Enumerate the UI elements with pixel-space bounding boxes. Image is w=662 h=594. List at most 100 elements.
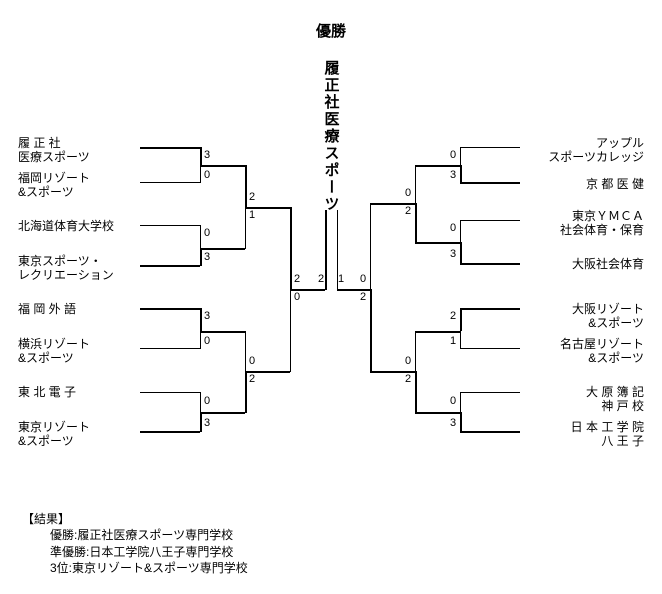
bracket-line [415, 331, 461, 333]
bracket-line [370, 289, 372, 372]
bracket-line [200, 331, 201, 349]
bracket-line [460, 392, 461, 412]
score: 0 [204, 395, 210, 407]
score: 0 [294, 291, 300, 303]
score: 0 [450, 395, 456, 407]
bracket-line [290, 207, 292, 289]
score: 3 [204, 149, 210, 161]
title-winner-vertical: 履正社医療スポーツ [321, 60, 342, 213]
bracket-line [200, 225, 201, 248]
team-l4: 東京スポーツ・レクリエーション [18, 255, 138, 283]
bracket-line [245, 165, 247, 207]
score: 0 [204, 169, 210, 181]
team-r1: アップルスポーツカレッジ [524, 137, 644, 165]
team-r2: 京 都 医 健 [524, 178, 644, 192]
bracket-line [415, 412, 461, 414]
team-l1: 履 正 社医療スポーツ [18, 137, 138, 165]
score: 2 [405, 205, 411, 217]
bracket-line [140, 225, 200, 226]
score: 1 [338, 273, 344, 285]
team-l7: 東 北 電 子 [18, 386, 138, 400]
score: 0 [405, 355, 411, 367]
score: 3 [204, 251, 210, 263]
score: 1 [450, 335, 456, 347]
bracket-line [200, 248, 202, 266]
bracket-line [245, 331, 246, 371]
score: 0 [360, 273, 366, 285]
bracket-line [370, 203, 371, 289]
bracket-line [460, 308, 462, 331]
bracket-line [140, 308, 200, 310]
score: 0 [204, 227, 210, 239]
results-line-1: 優勝:履正社医療スポーツ専門学校 [50, 527, 248, 543]
bracket-line [200, 165, 201, 183]
bracket-line [200, 248, 245, 250]
score: 3 [450, 169, 456, 181]
score: 2 [450, 310, 456, 322]
bracket-line [325, 210, 327, 290]
bracket-line [460, 242, 462, 264]
score: 0 [405, 187, 411, 199]
bracket-line [245, 371, 247, 413]
title-yusho: 優勝 [316, 20, 346, 41]
team-l2: 福岡リゾート&スポーツ [18, 172, 138, 200]
bracket-line [415, 331, 416, 371]
bracket-line [140, 392, 200, 393]
bracket-line [140, 147, 200, 149]
score: 2 [318, 273, 324, 285]
score: 2 [294, 273, 300, 285]
results-line-2: 準優勝:日本工学院八王子専門学校 [50, 544, 248, 560]
bracket-line [200, 308, 202, 331]
bracket-line [200, 165, 245, 167]
bracket-line [415, 242, 461, 244]
bracket-line [460, 431, 520, 433]
bracket-line [200, 392, 201, 412]
bracket-line [460, 165, 462, 183]
score: 0 [204, 335, 210, 347]
bracket-line [460, 308, 520, 310]
bracket-line [460, 220, 461, 242]
bracket-line [460, 331, 461, 349]
bracket-line [460, 263, 520, 265]
results-line-3: 3位:東京リゾート&スポーツ専門学校 [50, 560, 248, 576]
team-r4: 大阪社会体育 [524, 258, 644, 272]
score: 3 [204, 310, 210, 322]
bracket-line [140, 348, 200, 349]
bracket-line [460, 412, 462, 432]
team-r8: 日 本 工 学 院八 王 子 [524, 421, 644, 449]
score: 0 [450, 222, 456, 234]
score: 3 [450, 248, 456, 260]
team-r7: 大 原 簿 記神 戸 校 [524, 386, 644, 414]
score: 2 [249, 373, 255, 385]
bracket-line [415, 165, 461, 167]
team-l8: 東京リゾート&スポーツ [18, 421, 138, 449]
bracket-line [200, 147, 202, 165]
score: 0 [249, 355, 255, 367]
bracket-line [415, 371, 417, 413]
bracket-line [460, 220, 520, 221]
bracket-line [460, 147, 520, 148]
bracket-line [140, 182, 200, 183]
bracket-line [460, 392, 520, 393]
bracket-line [140, 431, 200, 433]
score: 2 [360, 291, 366, 303]
score: 0 [450, 149, 456, 161]
team-l3: 北海道体育大学校 [18, 220, 138, 234]
bracket-line [140, 265, 200, 267]
team-r3: 東京ＹＭＣＡ社会体育・保育 [524, 210, 644, 238]
bracket-line [415, 165, 416, 203]
bracket-line [460, 182, 520, 184]
team-l5: 福 岡 外 語 [18, 303, 138, 317]
bracket-line [200, 412, 202, 432]
team-r6: 名古屋リゾート&スポーツ [524, 338, 644, 366]
bracket-line [415, 203, 417, 243]
bracket-line [200, 331, 245, 333]
bracket-line [460, 147, 461, 165]
results-header: 【結果】 [22, 511, 248, 527]
score: 1 [249, 209, 255, 221]
bracket-line [290, 289, 291, 372]
bracket-line [200, 412, 245, 414]
score: 2 [249, 191, 255, 203]
score: 3 [450, 417, 456, 429]
results-block: 【結果】 優勝:履正社医療スポーツ専門学校 準優勝:日本工学院八王子専門学校 3… [22, 511, 248, 576]
